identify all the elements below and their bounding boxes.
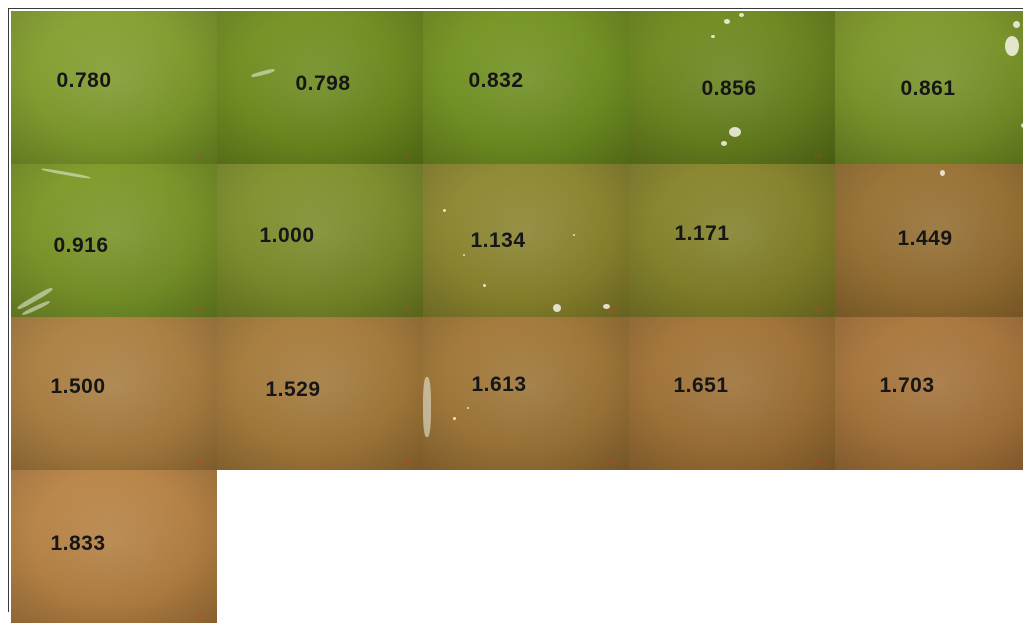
surface-streak [423, 377, 431, 437]
scale-bar-label: 1.0 [402, 307, 409, 312]
scale-bar-label: 1.0 [196, 460, 203, 465]
scale-bar-label: 1.0 [196, 154, 203, 159]
scale-bar-label: 1.0 [196, 307, 203, 312]
debris-speck [711, 35, 715, 38]
tile-value: 1.529 [265, 378, 321, 401]
micrograph-tile: 1.613 1.0 [423, 317, 629, 470]
scale-bar-label: 1.0 [1020, 460, 1023, 465]
micrograph-tile: 0.916 1.0 [11, 164, 217, 317]
scale-bar-label: 1.0 [1020, 154, 1023, 159]
micrograph-tile: 0.798 1.0 [217, 11, 423, 164]
scale-bar-label: 1.0 [608, 307, 615, 312]
debris-speck [603, 304, 610, 309]
tile-value: 0.798 [295, 72, 351, 95]
debris-speck [553, 304, 561, 312]
tile-value: 1.651 [673, 374, 729, 397]
tile-value: 1.134 [470, 229, 526, 252]
micrograph-tile: 1.833 1.0 [11, 470, 217, 623]
debris-speck [724, 19, 730, 24]
micrograph-tile: 0.832 [423, 11, 629, 164]
micrograph-sheet: 0.7801.00.7981.00.8320.8561.00.8611.00.9… [8, 8, 1023, 623]
micrograph-tile: 1.171 1.0 [629, 164, 835, 317]
scale-bar-label: 1.0 [196, 613, 203, 618]
tile-value: 1.500 [50, 375, 106, 398]
micrograph-tile: 0.856 1.0 [629, 11, 835, 164]
micrograph-grid: 0.7801.00.7981.00.8320.8561.00.8611.00.9… [11, 11, 1023, 623]
debris-speck [739, 13, 744, 17]
micrograph-tile: 1.134 1.0 [423, 164, 629, 317]
tile-shading [11, 470, 217, 623]
tile-shading [629, 164, 835, 317]
scale-bar-label: 1.0 [608, 460, 615, 465]
tile-value: 1.833 [50, 532, 106, 555]
debris-speck [453, 417, 456, 420]
tile-value: 1.613 [471, 373, 527, 396]
debris-speck [463, 254, 465, 256]
tile-shading [217, 164, 423, 317]
scale-bar-label: 1.0 [814, 307, 821, 312]
micrograph-tile: 1.449 1.0 [835, 164, 1023, 317]
tile-value: 1.449 [897, 227, 953, 250]
debris-speck [940, 170, 945, 176]
tile-shading [423, 164, 629, 317]
debris-speck [1021, 123, 1023, 128]
debris-speck [443, 209, 446, 212]
tile-shading [423, 11, 629, 164]
tile-value: 0.832 [468, 69, 524, 92]
debris-speck [483, 284, 486, 287]
surface-streak [41, 167, 91, 180]
debris-speck [467, 407, 469, 409]
tile-value: 0.780 [56, 69, 112, 92]
debris-speck [729, 127, 741, 137]
debris-speck [573, 234, 575, 236]
tile-value: 1.703 [879, 374, 935, 397]
scale-bar-label: 1.0 [402, 460, 409, 465]
micrograph-tile: 0.861 1.0 [835, 11, 1023, 164]
tile-value: 0.861 [900, 77, 956, 100]
micrograph-tile: 0.780 1.0 [11, 11, 217, 164]
tile-shading [11, 11, 217, 164]
scale-bar-label: 1.0 [402, 154, 409, 159]
tile-shading [11, 317, 217, 470]
micrograph-tile: 1.000 1.0 [217, 164, 423, 317]
tile-shading [629, 317, 835, 470]
debris-speck [721, 141, 727, 146]
debris-speck [1013, 21, 1020, 28]
micrograph-tile: 1.703 1.0 [835, 317, 1023, 470]
surface-streak [250, 67, 276, 79]
micrograph-tile: 1.500 1.0 [11, 317, 217, 470]
micrograph-tile: 1.529 1.0 [217, 317, 423, 470]
debris-speck [1005, 36, 1019, 56]
tile-value: 0.916 [53, 234, 109, 257]
micrograph-tile: 1.651 1.0 [629, 317, 835, 470]
tile-value: 1.171 [674, 222, 730, 245]
scale-bar-label: 1.0 [1020, 307, 1023, 312]
scale-bar-label: 1.0 [814, 154, 821, 159]
scale-bar-label: 1.0 [814, 460, 821, 465]
tile-value: 0.856 [701, 77, 757, 100]
tile-value: 1.000 [259, 224, 315, 247]
